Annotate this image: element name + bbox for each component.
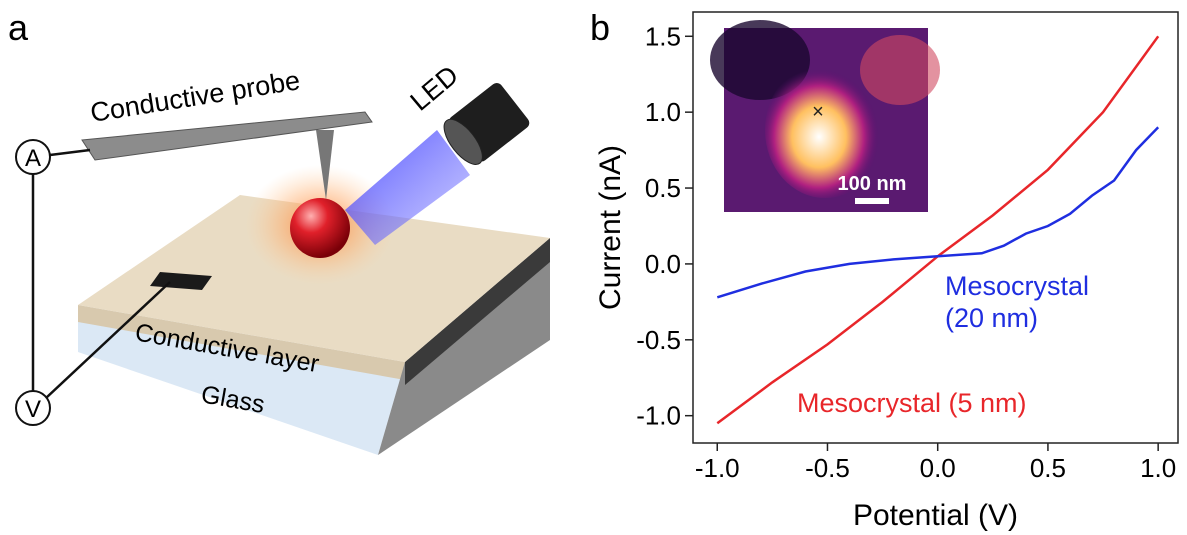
inset-image: × 100 nm xyxy=(710,20,940,212)
inset-marker: × xyxy=(812,101,824,123)
scale-bar xyxy=(855,198,889,204)
ammeter-label: A xyxy=(25,145,41,172)
series-label: Mesocrystal (5 nm) xyxy=(797,388,1027,418)
x-tick-label: 1.0 xyxy=(1140,453,1176,483)
panel-label: b xyxy=(590,7,610,48)
y-tick-label: 1.0 xyxy=(645,97,681,127)
y-tick-label: -1.0 xyxy=(636,401,681,431)
y-tick-label: -0.5 xyxy=(636,325,681,355)
probe-label: Conductive probe xyxy=(88,65,302,128)
x-axis-title: Potential (V) xyxy=(853,499,1018,532)
setup-diagram: A V Conductive probe LED Conductive laye… xyxy=(16,60,550,455)
led-label: LED xyxy=(405,60,465,117)
x-tick-label: 0.0 xyxy=(920,453,956,483)
y-tick-label: 0.5 xyxy=(645,173,681,203)
voltmeter-label: V xyxy=(25,396,41,423)
nanoparticle xyxy=(290,198,350,258)
figure: A V Conductive probe LED Conductive laye… xyxy=(0,0,1187,535)
scale-label: 100 nm xyxy=(838,173,907,195)
y-tick-label: 0.0 xyxy=(645,249,681,279)
y-tick-label: 1.5 xyxy=(645,21,681,51)
panel-label: a xyxy=(8,7,29,48)
x-tick-label: -0.5 xyxy=(805,453,850,483)
x-tick-label: 0.5 xyxy=(1030,453,1066,483)
x-tick-label: -1.0 xyxy=(695,453,740,483)
series-label: Mesocrystal (20 nm) xyxy=(945,270,1095,334)
y-axis-title: Current (nA) xyxy=(594,145,627,310)
canvas: A V Conductive probe LED Conductive laye… xyxy=(0,0,1187,535)
wire xyxy=(50,150,90,155)
